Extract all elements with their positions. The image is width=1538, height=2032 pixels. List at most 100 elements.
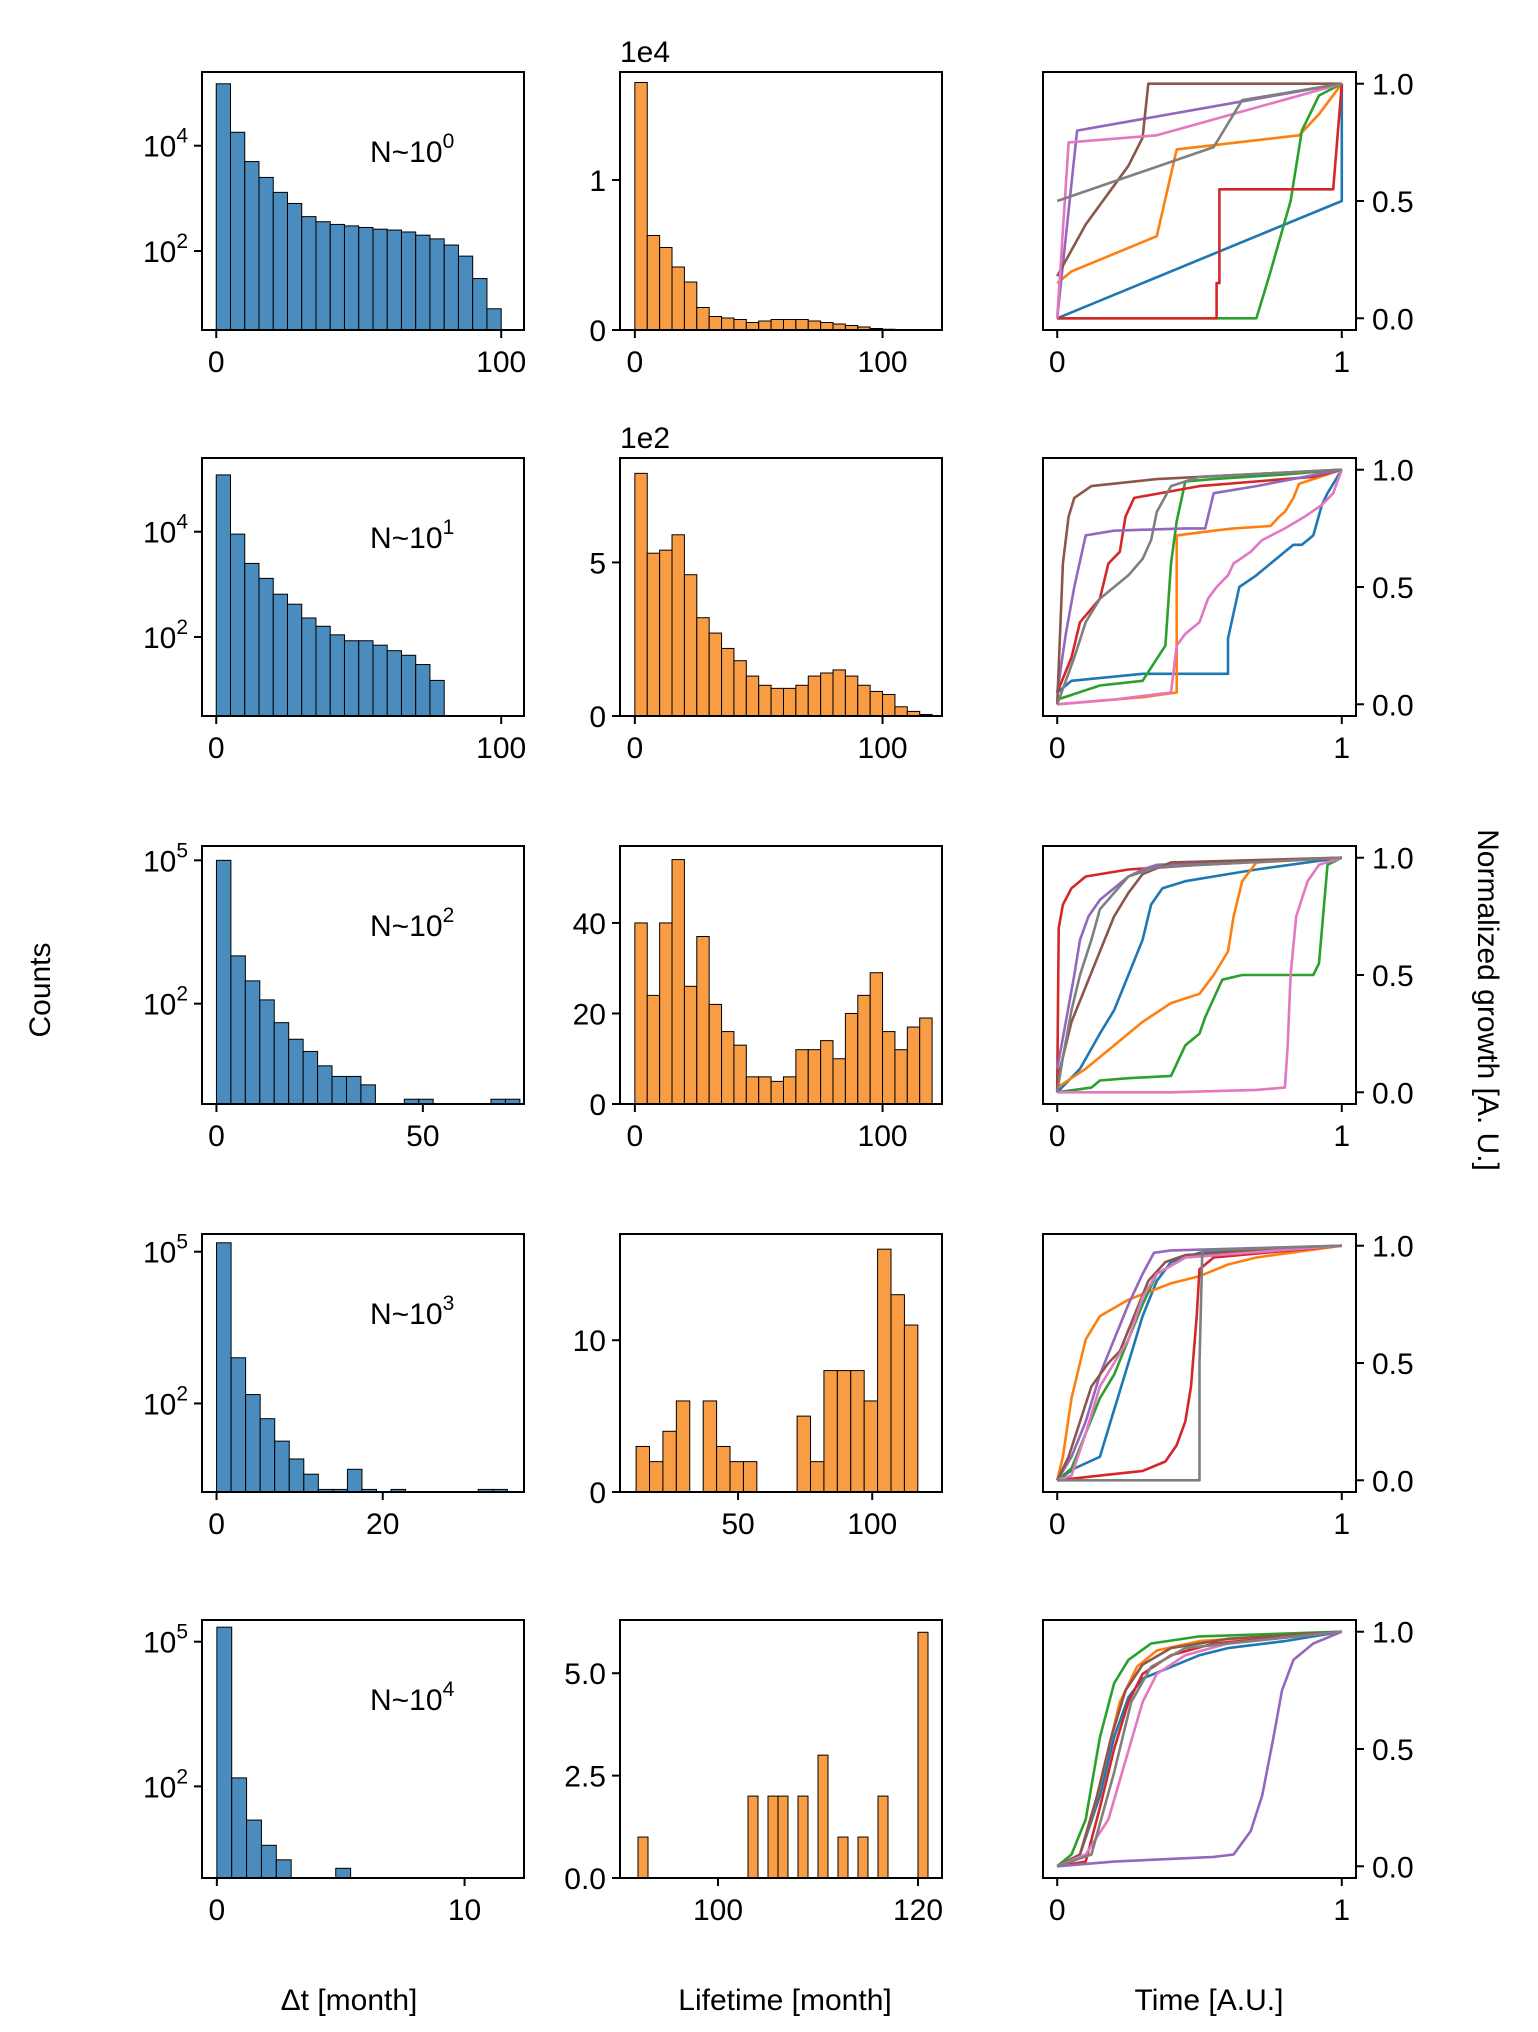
ytick-label-r0c0-0: 102 [143, 230, 188, 269]
ytick-label-r3c2-1: 0.5 [1372, 1348, 1414, 1381]
xtick-label-r4c2-1: 1 [1333, 1894, 1350, 1927]
growth-line-r4-7 [1056, 1630, 1342, 1868]
xtick-label-r4c1-1: 120 [893, 1894, 943, 1927]
hist-bar-r0c0-5 [286, 202, 303, 331]
ytick-label-r3c1-0: 0 [589, 1477, 606, 1510]
axes-frame-r2c1 [619, 845, 943, 1105]
hist-bar-r2c1-15 [820, 1040, 834, 1105]
ytick-base-r3c0-0: 10 [143, 1388, 176, 1421]
annotation-r3: N~103 [370, 1292, 454, 1331]
xtick-label-r1c1-0: 0 [627, 732, 644, 765]
annotation-r1: N~101 [370, 516, 454, 555]
ytick-label-r2c2-1: 0.5 [1372, 960, 1414, 993]
growth-line-r2-1 [1056, 856, 1342, 1089]
hist-bar-r1c1-20 [882, 694, 896, 717]
hist-bar-r2c0-3 [259, 999, 275, 1105]
hist-bar-r3c1-16 [850, 1370, 865, 1493]
hist-bar-r3c0-9 [346, 1468, 363, 1493]
growth-line-r2-7 [1055, 856, 1342, 1093]
growth-line-r1-5 [1055, 468, 1342, 705]
growth-panel-r1: 0 1 0.0 0.5 1.0 [1042, 455, 1414, 765]
hist-bar-r3c1-2 [662, 1430, 677, 1493]
ytick-base-r4c0-1: 10 [143, 1627, 176, 1660]
hist-bar-r2c0-8 [331, 1075, 347, 1105]
ytick-label-r4c0-0: 102 [143, 1765, 188, 1804]
xtick-label-r1c2-1: 1 [1333, 732, 1350, 765]
hist-bar-r1c1-11 [770, 687, 784, 717]
xtick-label-r4c0-0: 0 [209, 1894, 226, 1927]
hist-bar-r2c1-6 [708, 1003, 723, 1105]
xtick-label-r2c0-1: 50 [406, 1120, 439, 1153]
hist-bar-r1c0-7 [315, 625, 331, 717]
growth-line-r0-2 [1057, 82, 1343, 320]
hist-bar-r1c1-15 [820, 672, 834, 717]
hist-bar-r0c0-2 [244, 161, 260, 331]
xtick-label-r3c2-1: 1 [1333, 1508, 1350, 1541]
xtick-label-r0c2-1: 1 [1333, 346, 1350, 379]
xtick-label-r4c2-0: 0 [1049, 1894, 1066, 1927]
xtick-label-r2c2-0: 0 [1049, 1120, 1066, 1153]
axes-frame-r0c1 [619, 71, 943, 331]
hist-bar-r1c1-19 [869, 690, 884, 717]
hist-bar-r1c1-13 [795, 684, 809, 717]
hist-bar-r3c0-0 [216, 1242, 232, 1493]
hist-bar-r3c0-6 [303, 1473, 319, 1493]
xtick-label-r3c2-0: 0 [1049, 1508, 1066, 1541]
xtick-label-r4c1-0: 100 [693, 1894, 743, 1927]
hist-bar-r0c0-16 [443, 244, 459, 331]
hist-bar-r1c0-12 [386, 650, 402, 717]
hist-bar-r1c0-4 [272, 593, 288, 717]
growth-line-r3-7 [1057, 1244, 1342, 1482]
ytick-label-r2c2-0: 0.0 [1372, 1077, 1414, 1110]
xtick-label-r4c0-1: 10 [448, 1894, 481, 1927]
ytick-exp-r4c0-1: 5 [176, 1621, 188, 1644]
growth-line-r0-3 [1057, 83, 1344, 320]
ytick-label-r3c0-1: 105 [143, 1231, 188, 1270]
hist-bar-r2c0-1 [230, 955, 246, 1105]
ytick-label-r1c2-2: 1.0 [1372, 455, 1414, 488]
hist-bar-r3c1-7 [729, 1461, 744, 1493]
hist-panel-r1c1: 0 100 0 5 1e2 [589, 422, 943, 765]
hist-bar-r1c1-17 [844, 675, 859, 717]
xlabel-col1: Lifetime [month] [678, 1984, 891, 2017]
growth-line-r1-1 [1057, 468, 1343, 706]
growth-line-r2-6 [1057, 856, 1343, 1094]
xtick-label-r0c2-0: 0 [1049, 346, 1066, 379]
ytick-label-r4c0-1: 105 [143, 1621, 188, 1660]
ytick-label-r1c2-0: 0.0 [1372, 689, 1414, 722]
growth-line-r3-1 [1055, 1244, 1342, 1481]
hist-bar-r4c1-20 [837, 1836, 849, 1879]
ytick-label-r2c0-1: 105 [143, 839, 188, 878]
axes-frame-r1c2 [1042, 457, 1357, 717]
hist-bar-r1c1-10 [758, 684, 772, 717]
ytick-label-r0c2-1: 0.5 [1372, 186, 1414, 219]
axes-frame-r4c2 [1042, 1619, 1357, 1879]
hist-bar-r3c1-15 [836, 1370, 852, 1493]
hist-bar-r3c1-14 [823, 1370, 838, 1493]
growth-panel-r4: 0 1 0.0 0.5 1.0 [1042, 1617, 1414, 1927]
ytick-label-r4c2-0: 0.0 [1372, 1851, 1414, 1884]
annotation-base-r0: N~10 [370, 136, 443, 169]
hist-bar-r3c1-8 [742, 1461, 758, 1493]
offset-label-r0: 1e4 [620, 36, 670, 69]
growth-line-r4-0 [1056, 1630, 1343, 1868]
hist-bar-r4c0-0 [216, 1626, 233, 1879]
ytick-label-r4c1-2: 5.0 [564, 1658, 606, 1691]
growth-line-r0-1 [1056, 82, 1343, 285]
hist-bar-r1c0-15 [429, 679, 445, 717]
axes-frame-r1c0 [201, 457, 525, 717]
annotation-base-r2: N~10 [370, 910, 443, 943]
hist-bar-r1c0-10 [358, 640, 374, 717]
ytick-label-r0c2-0: 0.0 [1372, 303, 1414, 336]
ylabel-left: Counts [24, 942, 57, 1037]
ytick-label-r2c1-2: 40 [573, 908, 606, 941]
hist-bar-r2c1-16 [832, 1058, 846, 1105]
hist-bar-r0c0-7 [315, 221, 331, 331]
hist-bar-r0c1-10 [758, 320, 772, 331]
hist-bar-r1c0-1 [229, 533, 246, 717]
hist-bar-r2c1-2 [659, 922, 673, 1105]
hist-bar-r2c1-17 [844, 1012, 859, 1105]
xtick-label-r1c0-0: 0 [208, 732, 225, 765]
